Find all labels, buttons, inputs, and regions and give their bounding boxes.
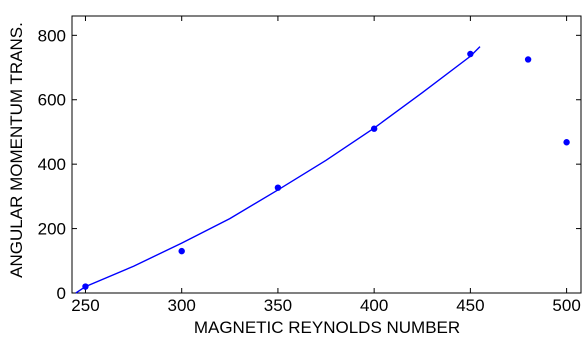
plot-area: 250 300 350 400 450 500 0 200 400 600 800: [38, 15, 582, 315]
y-tick-label: 200: [38, 220, 66, 239]
data-point: [178, 247, 185, 255]
x-tick-label: 350: [264, 296, 292, 315]
x-tick-label: 250: [71, 296, 99, 315]
y-tick-label: 800: [38, 26, 66, 45]
x-tick-label: 300: [168, 296, 196, 315]
x-tick-label: 450: [456, 296, 484, 315]
x-tick-label: 500: [552, 296, 580, 315]
data-point: [563, 139, 570, 146]
y-tick-label: 0: [57, 284, 66, 303]
fit-curve: [75, 46, 481, 294]
plot-frame: [71, 15, 582, 294]
y-tick-label: 600: [38, 91, 66, 110]
y-tick-label: 400: [38, 155, 66, 174]
data-point: [524, 56, 532, 63]
x-tick-label: 400: [360, 296, 388, 315]
x-axis-label: MAGNETIC REYNOLDS NUMBER: [194, 318, 460, 337]
y-axis-label: ANGULAR MOMENTUM TRANS.: [7, 22, 26, 278]
